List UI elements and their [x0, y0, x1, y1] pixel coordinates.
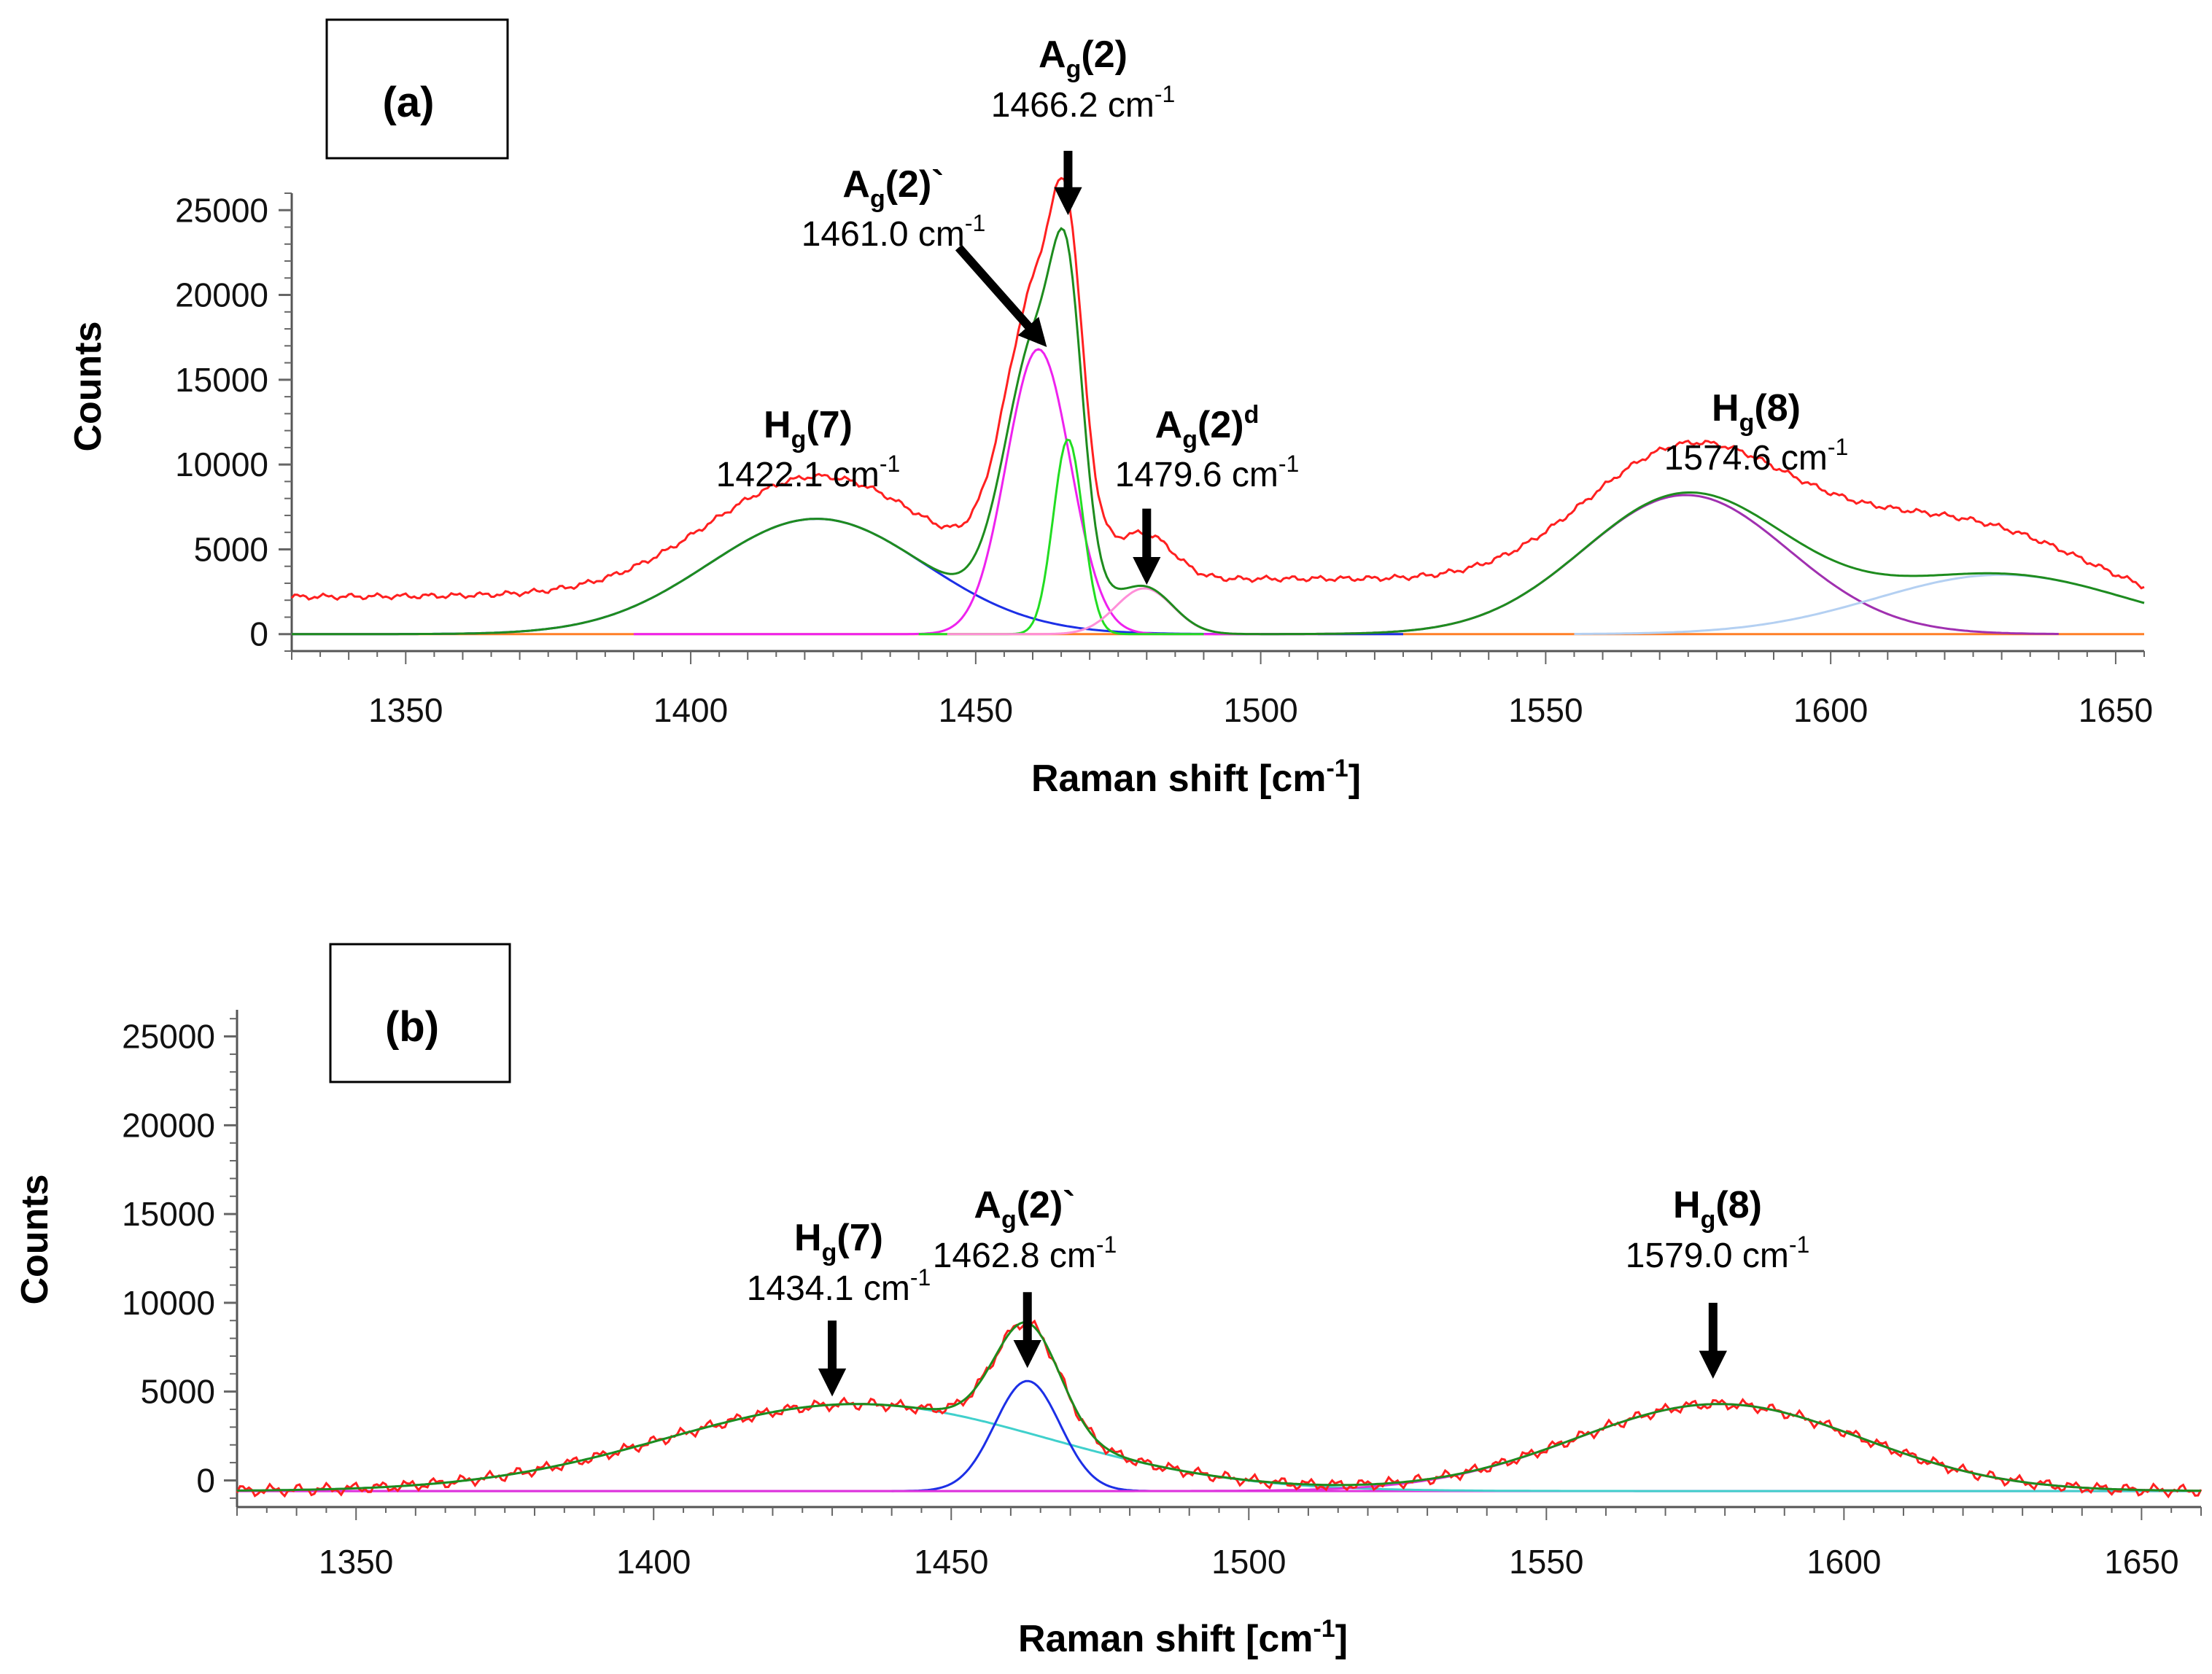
peak-label: Ag(2)` — [974, 1184, 1075, 1234]
x-tick-label: 1500 — [1211, 1543, 1286, 1581]
fit-envelope — [236, 1321, 2202, 1492]
panel-label-box — [325, 18, 509, 160]
y-tick-label: 25000 — [175, 191, 268, 229]
fit-envelope — [292, 227, 2145, 636]
x-tick-label: 1350 — [319, 1543, 393, 1581]
peak-label: Hg(7) — [764, 404, 853, 453]
peak-label: Hg(7) — [794, 1217, 883, 1266]
x-axis-label: Raman shift [cm-1] — [1018, 1615, 1348, 1660]
peak-position-value: 1434.1 cm-1 — [747, 1264, 931, 1308]
x-tick-label: 1650 — [2104, 1543, 2178, 1581]
peak-label: Ag(2)d — [1155, 401, 1260, 453]
peak-annotation: Hg(7)1434.1 cm-1 — [747, 1217, 931, 1397]
peak-position-value: 1466.2 cm-1 — [991, 81, 1176, 125]
x-tick-label: 1450 — [914, 1543, 988, 1581]
y-tick-label: 15000 — [122, 1195, 215, 1233]
peak-position-value: 1579.0 cm-1 — [1626, 1231, 1810, 1275]
peak-component-ag-2- — [891, 1379, 1160, 1492]
peak-label: Ag(2)` — [842, 163, 944, 213]
peak-component-broad — [1574, 573, 2145, 635]
y-tick-label: 10000 — [175, 445, 268, 483]
y-tick-label: 0 — [196, 1461, 215, 1499]
panel-label: (a) — [383, 79, 435, 126]
plot-area: 0 5000 10000 15000 20000 25000 1350 1400 1450 150… — [122, 1010, 2203, 1581]
peak-annotation: Hg(7)1422.1 cm-1 — [716, 404, 901, 494]
peak-position-value: 1479.6 cm-1 — [1115, 451, 1300, 494]
peak-annotation: Hg(8)1579.0 cm-1 — [1626, 1184, 1810, 1379]
y-axis-label: Counts — [67, 321, 109, 451]
x-tick-label: 1400 — [616, 1543, 691, 1581]
peak-annotation: Ag(2)`1461.0 cm-1 — [802, 163, 1047, 347]
panel-label-box — [329, 943, 511, 1083]
panel-a: (a) Counts Raman shift [cm-1] 0 5000 10000… — [67, 18, 2153, 800]
peak-arrow — [955, 244, 1047, 347]
x-tick-label: 1350 — [368, 691, 443, 729]
y-axis-label: Counts — [14, 1174, 56, 1304]
peak-position-value: 1461.0 cm-1 — [802, 210, 986, 254]
peak-position-value: 1574.6 cm-1 — [1664, 434, 1849, 478]
peak-label: Hg(8) — [1712, 387, 1801, 437]
panel-b: (b) Counts Raman shift [cm-1] 0 5000 10000… — [14, 943, 2203, 1660]
plot-area: 0 5000 10000 15000 20000 25000 1350 1400 1450 150… — [175, 176, 2153, 729]
x-tick-label: 1400 — [653, 691, 728, 729]
x-tick-label: 1450 — [939, 691, 1013, 729]
peak-annotation: Hg(8)1574.6 cm-1 — [1664, 387, 1849, 478]
peak-annotation: Ag(2)1466.2 cm-1 — [991, 34, 1176, 216]
measured-spectrum — [290, 176, 2145, 602]
panel-label: (b) — [385, 1003, 439, 1051]
x-tick-label: 1550 — [1508, 691, 1583, 729]
x-tick-label: 1500 — [1223, 691, 1297, 729]
x-axis-label: Raman shift [cm-1] — [1031, 755, 1361, 800]
peak-label: Ag(2) — [1039, 34, 1128, 83]
x-tick-label: 1600 — [1807, 1543, 1881, 1581]
x-tick-label: 1650 — [2079, 691, 2153, 729]
y-tick-label: 20000 — [122, 1106, 215, 1144]
y-tick-label: 5000 — [194, 530, 268, 568]
y-tick-label: 15000 — [175, 361, 268, 399]
x-tick-label: 1550 — [1509, 1543, 1583, 1581]
y-tick-label: 5000 — [141, 1373, 215, 1411]
peak-position-value: 1422.1 cm-1 — [716, 451, 901, 494]
y-tick-label: 10000 — [122, 1284, 215, 1322]
peak-annotation: Ag(2)`1462.8 cm-1 — [933, 1184, 1117, 1369]
y-tick-label: 20000 — [175, 276, 268, 314]
y-tick-label: 25000 — [122, 1018, 215, 1056]
peak-position-value: 1462.8 cm-1 — [933, 1231, 1117, 1275]
x-tick-label: 1600 — [1793, 691, 1868, 729]
peak-component-ag-2-d — [947, 587, 1318, 636]
peak-label: Hg(8) — [1673, 1184, 1762, 1234]
y-tick-label: 0 — [249, 615, 268, 653]
